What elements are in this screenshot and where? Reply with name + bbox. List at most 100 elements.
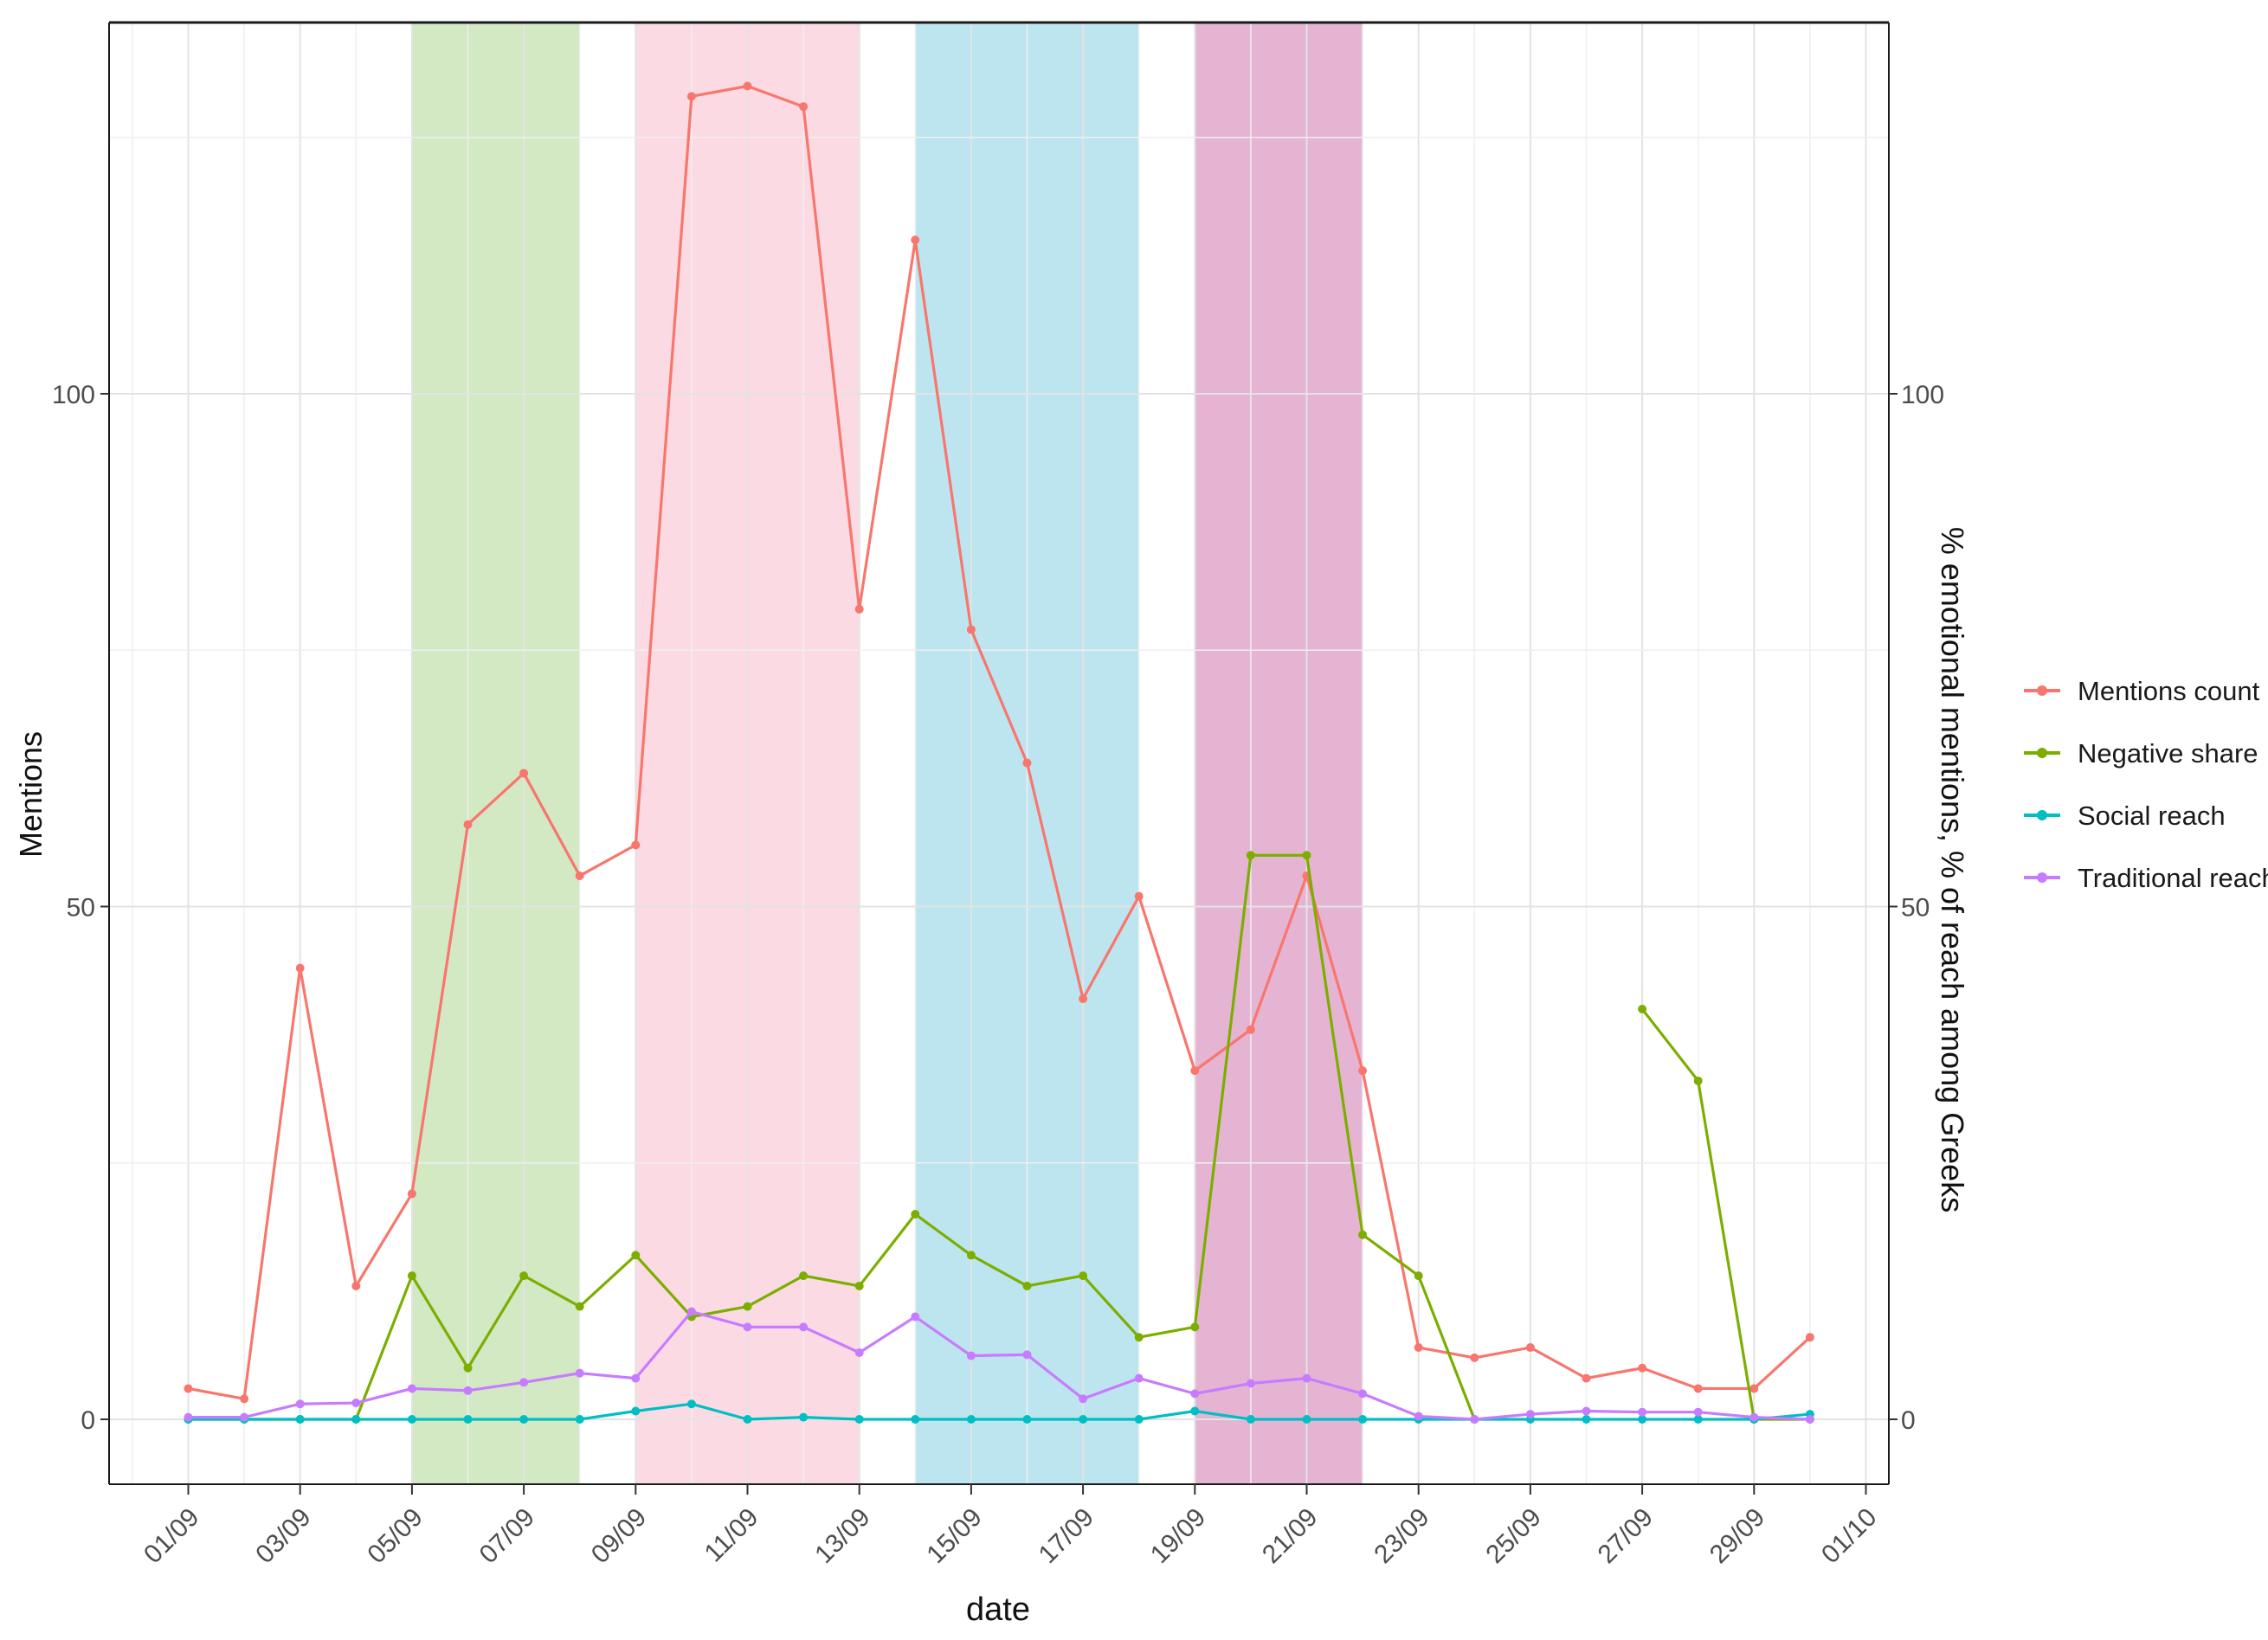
data-point-negative-share (1414, 1271, 1423, 1281)
data-point-traditional-reach (1134, 1373, 1144, 1383)
data-point-traditional-reach (854, 1347, 864, 1357)
shaded-periods (411, 23, 1363, 1484)
data-point-social-reach (295, 1415, 305, 1424)
x-tick-label: 29/09 (1704, 1503, 1770, 1569)
data-point-mentions-count (1246, 1025, 1255, 1034)
series-traditional-reach (184, 1307, 1814, 1424)
data-point-social-reach (351, 1415, 361, 1424)
series-group (184, 81, 1814, 1424)
x-tick-label: 13/09 (809, 1503, 875, 1569)
data-point-mentions-count (407, 1189, 416, 1199)
legend-label: Traditional reach (2078, 863, 2268, 893)
x-tick-label: 01/10 (1816, 1503, 1882, 1569)
data-point-mentions-count (1414, 1343, 1423, 1353)
data-point-mentions-count (295, 963, 305, 973)
data-point-social-reach (799, 1412, 809, 1422)
data-point-traditional-reach (1525, 1410, 1535, 1419)
legend-item: Mentions count (2024, 676, 2260, 706)
data-point-traditional-reach (743, 1322, 752, 1332)
data-point-mentions-count (463, 820, 473, 829)
x-tick-label: 03/09 (250, 1503, 316, 1569)
data-point-social-reach (1022, 1415, 1032, 1424)
shaded-period-1 (411, 23, 580, 1484)
data-point-negative-share (463, 1363, 473, 1373)
data-point-negative-share (1638, 1005, 1647, 1013)
data-point-mentions-count (686, 92, 696, 101)
data-point-traditional-reach (1079, 1394, 1088, 1404)
data-point-traditional-reach (966, 1351, 976, 1360)
data-point-negative-share (1246, 851, 1255, 860)
data-point-traditional-reach (1414, 1412, 1423, 1421)
data-point-negative-share (743, 1302, 752, 1311)
data-point-social-reach (631, 1406, 641, 1416)
data-point-social-reach (1190, 1406, 1200, 1416)
series-mentions-count (184, 81, 1814, 1404)
data-point-mentions-count (1805, 1333, 1814, 1342)
data-point-mentions-count (351, 1281, 361, 1290)
x-tick-label: 19/09 (1145, 1503, 1211, 1569)
x-tick-label: 21/09 (1257, 1503, 1323, 1569)
data-point-traditional-reach (1190, 1389, 1200, 1399)
data-point-traditional-reach (1805, 1415, 1814, 1424)
data-point-social-reach (686, 1399, 696, 1409)
x-tick-label: 11/09 (699, 1503, 764, 1568)
legend-label: Mentions count (2078, 676, 2260, 706)
x-tick-label: 25/09 (1480, 1503, 1546, 1569)
data-point-mentions-count (966, 625, 976, 634)
data-point-traditional-reach (1470, 1415, 1479, 1424)
data-point-traditional-reach (240, 1412, 249, 1422)
data-point-social-reach (1134, 1415, 1144, 1424)
data-point-mentions-count (1749, 1384, 1759, 1393)
data-point-traditional-reach (295, 1399, 305, 1409)
data-point-mentions-count (911, 235, 920, 245)
x-tick-label: 17/09 (1034, 1503, 1099, 1569)
data-point-mentions-count (854, 604, 864, 614)
data-point-mentions-count (631, 840, 641, 850)
data-point-negative-share (1134, 1333, 1144, 1342)
data-point-negative-share (575, 1302, 584, 1311)
legend-key-point (2037, 748, 2047, 758)
data-point-mentions-count (1638, 1363, 1647, 1373)
series-line-mentions-count (188, 84, 1811, 1400)
data-point-traditional-reach (184, 1412, 193, 1422)
series-line-negative-share (188, 853, 1476, 1421)
data-point-mentions-count (575, 871, 584, 880)
data-point-negative-share (1358, 1230, 1368, 1239)
data-point-traditional-reach (351, 1399, 361, 1408)
data-point-negative-share (1190, 1322, 1200, 1332)
y-axis-label-right: % emotional mentions, % of reach among G… (1935, 527, 1970, 1212)
data-point-traditional-reach (1582, 1406, 1591, 1416)
legend-label: Social reach (2078, 801, 2226, 831)
data-point-negative-share (911, 1210, 920, 1219)
data-point-mentions-count (1582, 1373, 1591, 1383)
data-point-negative-share (1302, 851, 1311, 860)
x-axis-label: date (966, 1592, 1030, 1628)
data-point-negative-share (854, 1281, 864, 1290)
data-point-traditional-reach (1358, 1389, 1368, 1399)
data-point-traditional-reach (1638, 1407, 1647, 1417)
data-point-mentions-count (799, 102, 809, 112)
x-tick-label: 09/09 (586, 1503, 652, 1569)
data-point-traditional-reach (519, 1378, 529, 1387)
data-point-mentions-count (1134, 891, 1144, 901)
data-point-traditional-reach (631, 1373, 641, 1383)
data-point-traditional-reach (686, 1307, 696, 1316)
x-tick-label: 01/09 (139, 1503, 204, 1569)
data-point-mentions-count (1693, 1384, 1703, 1393)
data-point-social-reach (407, 1415, 416, 1424)
data-point-negative-share (1079, 1271, 1088, 1281)
x-tick-label: 07/09 (474, 1503, 540, 1569)
legend-key-point (2037, 685, 2047, 696)
data-point-social-reach (463, 1415, 473, 1424)
series-line-social-reach (188, 1402, 1811, 1421)
data-point-traditional-reach (1693, 1407, 1703, 1417)
legend-item: Negative share (2024, 738, 2258, 769)
data-point-mentions-count (184, 1384, 193, 1393)
data-point-traditional-reach (1749, 1412, 1759, 1422)
data-point-social-reach (1358, 1415, 1368, 1424)
y-tick-label: 0 (81, 1406, 95, 1435)
axes (108, 21, 1890, 1485)
data-point-mentions-count (1470, 1353, 1479, 1362)
data-point-traditional-reach (799, 1322, 809, 1332)
